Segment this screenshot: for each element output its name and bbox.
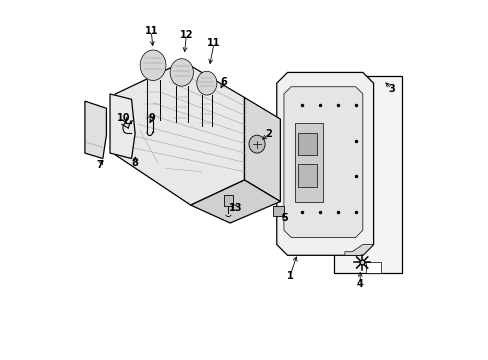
Bar bbox=[224, 195, 232, 206]
Bar bbox=[272, 206, 284, 216]
Text: 7: 7 bbox=[97, 159, 103, 170]
Polygon shape bbox=[294, 123, 323, 202]
Text: 3: 3 bbox=[387, 84, 394, 94]
Text: 5: 5 bbox=[281, 213, 287, 223]
Text: 9: 9 bbox=[149, 113, 155, 123]
Polygon shape bbox=[344, 244, 373, 255]
Text: 12: 12 bbox=[179, 30, 193, 40]
Polygon shape bbox=[333, 76, 402, 273]
Polygon shape bbox=[115, 62, 244, 205]
Text: 11: 11 bbox=[144, 26, 158, 36]
Polygon shape bbox=[85, 101, 106, 158]
Polygon shape bbox=[276, 72, 373, 255]
Text: 1: 1 bbox=[286, 271, 293, 281]
Text: 8: 8 bbox=[131, 158, 138, 168]
Polygon shape bbox=[110, 94, 135, 158]
Text: 13: 13 bbox=[228, 203, 242, 213]
Bar bbox=[297, 164, 317, 187]
Bar bbox=[297, 134, 317, 155]
Text: 11: 11 bbox=[207, 38, 220, 48]
Ellipse shape bbox=[140, 50, 165, 81]
Text: 2: 2 bbox=[265, 129, 272, 139]
Polygon shape bbox=[366, 262, 380, 273]
Text: 10: 10 bbox=[117, 113, 130, 123]
Ellipse shape bbox=[248, 135, 264, 153]
Polygon shape bbox=[190, 180, 280, 223]
Polygon shape bbox=[284, 87, 362, 237]
Ellipse shape bbox=[170, 59, 193, 86]
Text: 6: 6 bbox=[220, 77, 226, 87]
Ellipse shape bbox=[196, 71, 217, 95]
Text: 4: 4 bbox=[356, 279, 363, 289]
Polygon shape bbox=[244, 98, 280, 202]
